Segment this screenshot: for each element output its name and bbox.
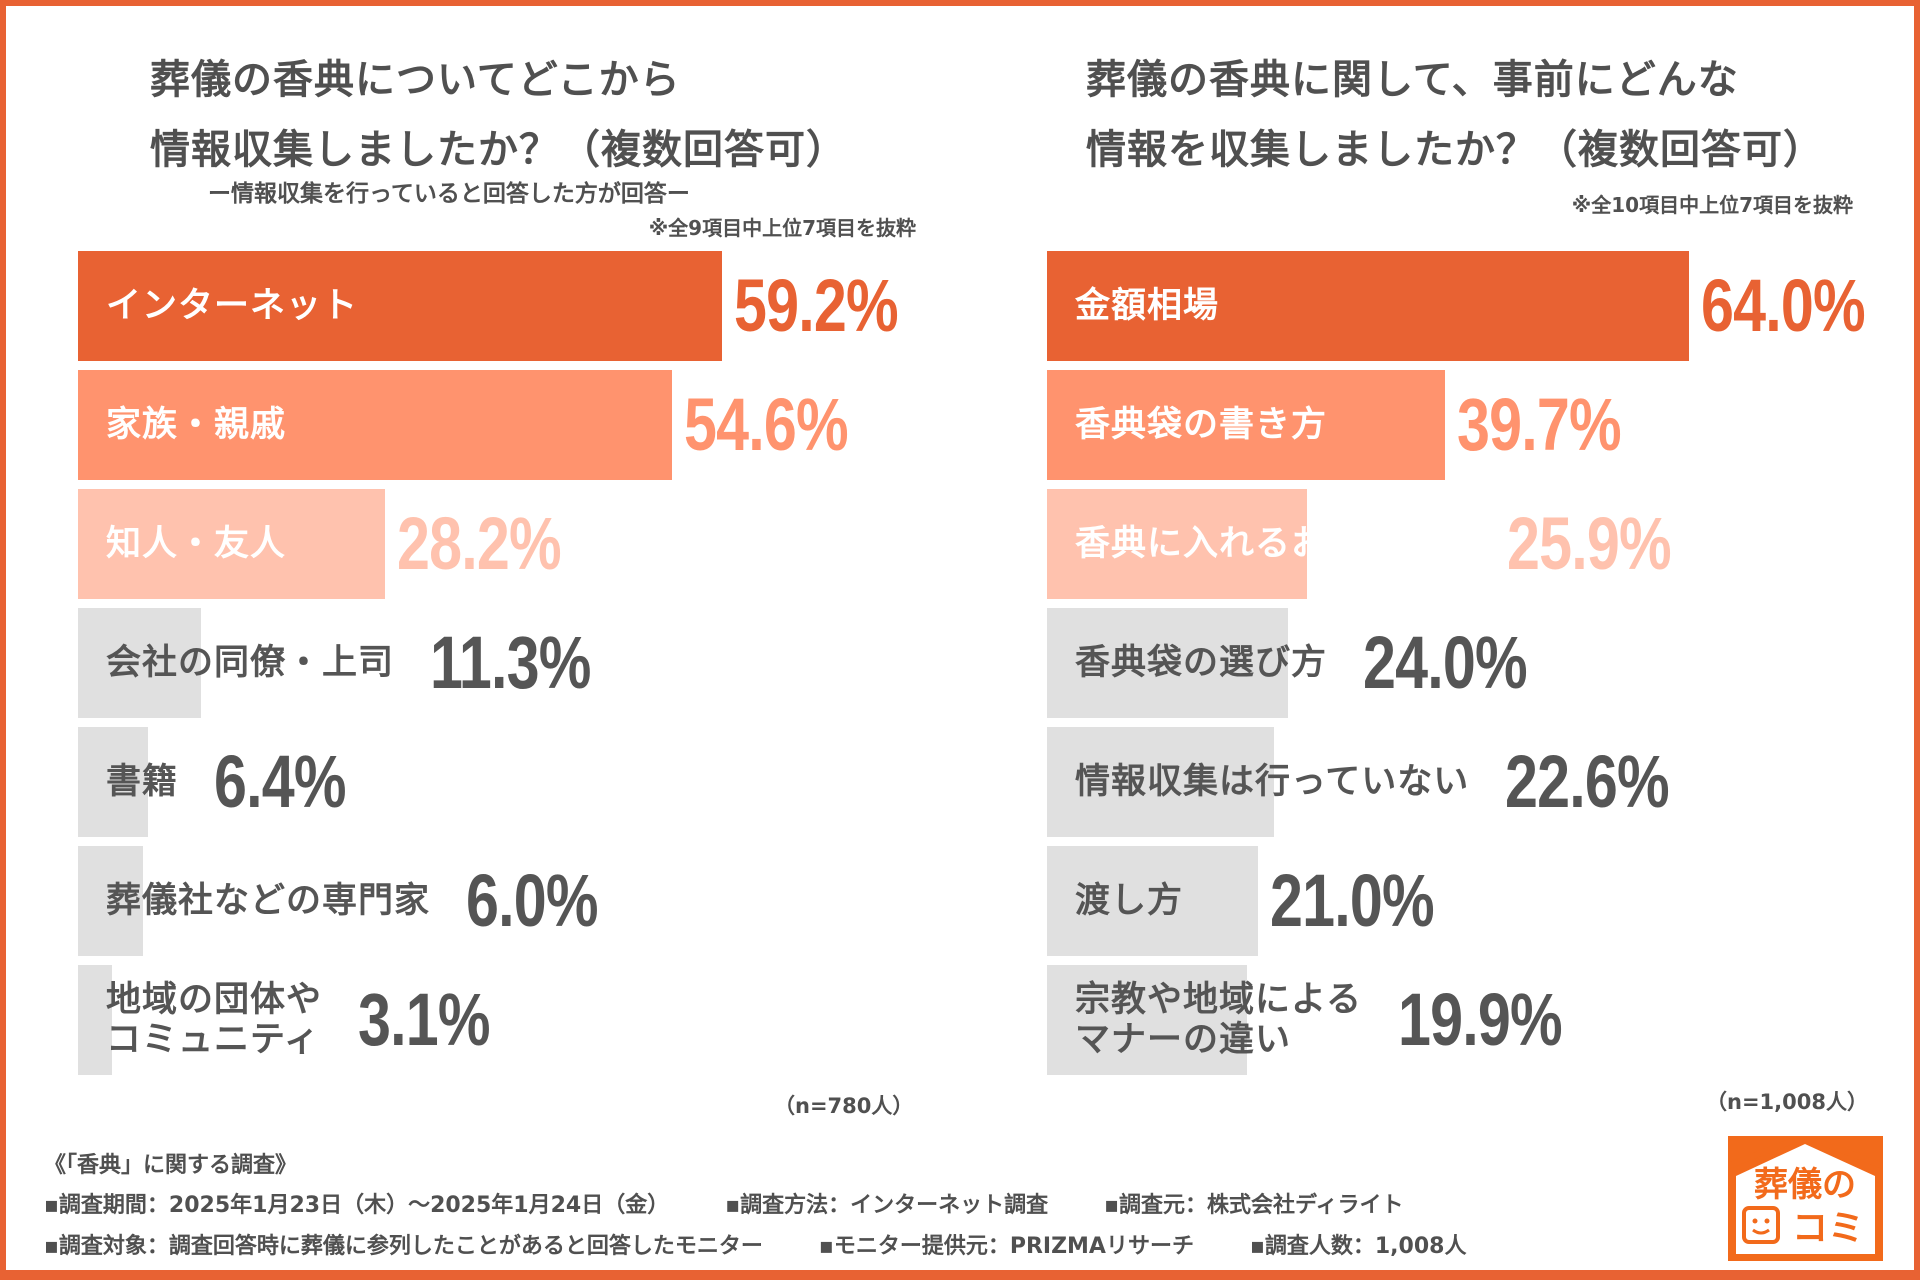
bar-value-label: 11.3% <box>430 621 591 704</box>
left-chart-subtitle: ー情報収集を行っていると回答した方が回答ー <box>208 181 690 207</box>
bar <box>1047 727 1274 837</box>
bar <box>78 608 201 718</box>
bar <box>1047 965 1247 1075</box>
bar-label: 香典袋の選び方 <box>1075 643 1328 683</box>
bar-label: 宗教や地域による マナーの違い <box>1075 980 1362 1060</box>
bar <box>1047 489 1307 599</box>
survey-source: ▪調査元：株式会社ディライト <box>1104 1193 1404 1218</box>
bar <box>78 370 673 480</box>
survey-count: ▪調査人数：1,008人 <box>1249 1234 1467 1259</box>
left-chart-note: ※全9項目中上位7項目を抜粋 <box>648 216 916 240</box>
survey-period: ▪調査期間：2025年1月23日（木）～2025年1月24日（金） <box>44 1193 670 1218</box>
bar-row: インターネット 59.2% <box>78 251 899 361</box>
bar-row: 地域の団体や コミュニティ 3.1% <box>78 965 898 1075</box>
right-sample-size: （n=1,008人） <box>1706 1090 1868 1114</box>
bar <box>1047 608 1288 718</box>
bar-value-label: 64.0% <box>1700 264 1866 347</box>
svg-text:コミ: コミ <box>1792 1208 1864 1249</box>
bar-value-label: 19.9% <box>1397 978 1563 1061</box>
bar-row: 宗教や地域による マナーの違い 19.9% <box>1047 965 1913 1075</box>
bar-row: 情報収集は行っていない 22.6% <box>1047 727 1913 837</box>
bar-label: インターネット <box>106 286 359 326</box>
bar-label: 香典袋の書き方 <box>1075 405 1328 445</box>
monitor-provider: ▪モニター提供元：PRIZMAリサーチ <box>818 1234 1194 1259</box>
bar-label: 家族・親戚 <box>106 405 287 445</box>
bar-row: 渡し方 21.0% <box>1047 846 1913 956</box>
bar-value-label: 3.1% <box>358 978 491 1061</box>
bar-label: 香典に入れるお札の向き <box>1075 524 1472 564</box>
survey-method: ▪調査方法：インターネット調査 <box>725 1193 1049 1218</box>
bar-label: 地域の団体や コミュニティ <box>106 980 323 1060</box>
bar-row: 葬儀社などの専門家 6.0% <box>78 846 898 956</box>
bar-value-label: 21.0% <box>1269 859 1435 942</box>
bar-row: 金額相場 64.0% <box>1047 251 1913 361</box>
survey-target: ▪調査対象：調査回答時に葬儀に参列したことがあると回答したモニター <box>44 1234 763 1259</box>
bar <box>78 965 112 1075</box>
bar-value-label: 59.2% <box>734 264 899 347</box>
bar-label: 葬儀社などの専門家 <box>106 881 431 921</box>
left-bar-chart: インターネット 59.2% 家族・親戚 54.6% 知人・友人 28.2% 会社の同僚・上司… <box>78 251 899 1091</box>
bar-value-label: 28.2% <box>396 502 562 585</box>
bar-row: 会社の同僚・上司 11.3% <box>78 608 898 718</box>
right-chart-note: ※全10項目中上位7項目を抜粋 <box>1571 193 1853 217</box>
bar-row: 香典袋の選び方 24.0% <box>1047 608 1913 718</box>
svg-text:葬儀の: 葬儀の <box>1754 1165 1856 1205</box>
survey-heading: 《「香典」に関する調査》 <box>44 1153 298 1178</box>
bar-row: 香典に入れるお札の向き 25.9% <box>1047 489 1913 599</box>
bar <box>1047 370 1446 480</box>
bar-row: 香典袋の書き方 39.7% <box>1047 370 1913 480</box>
right-bar-chart: 金額相場 64.0% 香典袋の書き方 39.7% 香典に入れるお札の向き 25.9% 香典袋… <box>1047 251 1913 1091</box>
bar-value-label: 24.0% <box>1363 621 1528 704</box>
bar <box>78 846 144 956</box>
bar-row: 書籍 6.4% <box>78 727 898 837</box>
bar-value-label: 22.6% <box>1505 740 1670 823</box>
house-speech-face-logo: 葬儀の コミ <box>1728 1136 1883 1261</box>
bar-row: 家族・親戚 54.6% <box>78 370 898 480</box>
bar-value-label: 39.7% <box>1457 383 1622 466</box>
bar <box>78 489 385 599</box>
bar-label: 知人・友人 <box>106 524 287 564</box>
bar <box>1047 251 1689 361</box>
left-chart-title: 葬儀の香典についてどこから 情報収集しましたか？（複数回答可） <box>150 57 847 173</box>
bar-label: 会社の同僚・上司 <box>106 643 395 683</box>
bar-label: 書籍 <box>106 762 179 802</box>
survey-info-line2: ▪調査対象：調査回答時に葬儀に参列したことがあると回答したモニター ▪モニター提供… <box>44 1233 1522 1261</box>
bar-label: 情報収集は行っていない <box>1075 762 1470 802</box>
bar-value-label: 25.9% <box>1507 502 1672 585</box>
bar-value-label: 6.4% <box>214 740 347 823</box>
survey-info-line1: ▪調査期間：2025年1月23日（木）～2025年1月24日（金） ▪調査方法：イ… <box>44 1192 1460 1220</box>
bar <box>1047 846 1258 956</box>
bar-value-label: 54.6% <box>684 383 849 466</box>
left-sample-size: （n=780人） <box>774 1094 914 1118</box>
bar-value-label: 6.0% <box>466 859 599 942</box>
bar <box>78 727 148 837</box>
bar <box>78 251 723 361</box>
bar-label: 金額相場 <box>1075 286 1220 326</box>
bar-label: 渡し方 <box>1075 881 1184 921</box>
right-chart-title: 葬儀の香典に関して、事前にどんな 情報を収集しましたか？（複数回答可） <box>1086 57 1824 173</box>
bar-row: 知人・友人 28.2% <box>78 489 898 599</box>
